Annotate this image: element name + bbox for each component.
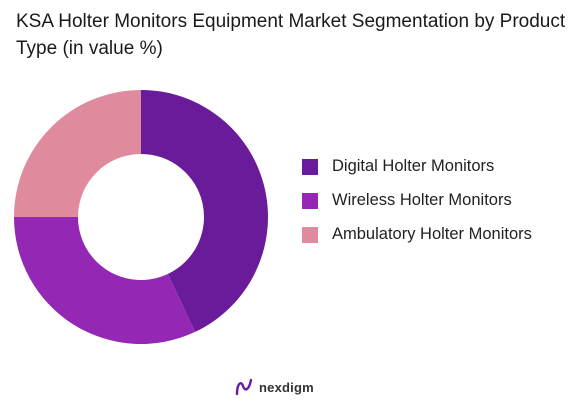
legend-label-wireless: Wireless Holter Monitors: [332, 191, 512, 209]
brand-logo: nexdigm: [233, 375, 314, 399]
brand-name: nexdigm: [259, 379, 314, 395]
slice-digital: [141, 90, 268, 332]
legend-swatch-digital: [302, 159, 318, 175]
legend-label-digital: Digital Holter Monitors: [332, 157, 495, 175]
slice-wireless: [14, 217, 196, 344]
legend-item-digital: Digital Holter Monitors: [302, 154, 572, 178]
legend-item-wireless: Wireless Holter Monitors: [302, 188, 572, 212]
nexdigm-logo-icon: [235, 378, 253, 396]
slice-ambulatory: [14, 90, 141, 217]
legend-label-ambulatory: Ambulatory Holter Monitors: [332, 225, 532, 243]
legend-item-ambulatory: Ambulatory Holter Monitors: [302, 222, 572, 246]
legend: Digital Holter Monitors Wireless Holter …: [302, 154, 572, 256]
chart-title: KSA Holter Monitors Equipment Market Seg…: [16, 11, 566, 59]
legend-swatch-ambulatory: [302, 227, 318, 243]
legend-swatch-wireless: [302, 193, 318, 209]
donut-chart: [14, 90, 268, 344]
